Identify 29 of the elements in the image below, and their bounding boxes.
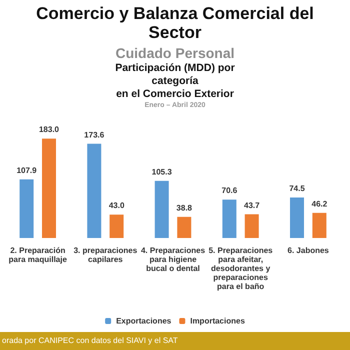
data-label: 43.7 (244, 200, 260, 210)
bar (20, 179, 34, 238)
bar (110, 214, 124, 238)
data-label: 107.9 (16, 166, 38, 175)
legend-label: Importaciones (190, 316, 246, 326)
data-label: 74.5 (289, 184, 306, 194)
chart-title: Comercio y Balanza Comercial del Sector (35, 4, 315, 42)
text: orada por CANIPEC con datos del SIAVI y el SAT (0, 332, 350, 350)
bar (312, 212, 326, 238)
x-tick-label: 6. Jabones (288, 246, 330, 255)
x-tick-label: 3. preparaciones capilares (74, 246, 138, 264)
bar (244, 214, 259, 238)
data-label: 70.6 (222, 186, 238, 196)
bar (290, 198, 304, 238)
data-label: 46.2 (312, 199, 328, 208)
x-tick-label: 5. Preparaciones para afeitar, desodorantes y preparaciones para el baño (208, 246, 274, 291)
data-label: 105.3 (152, 167, 172, 176)
bar (177, 216, 192, 238)
x-tick-label: 2. Preparación para maquillaje (8, 246, 68, 264)
bar (87, 144, 102, 238)
data-label: 183.0 (38, 125, 60, 134)
data-label: 173.6 (84, 130, 105, 140)
x-tick-label: 4. Preparaciones para higiene bucal o dental (140, 246, 206, 273)
bar (154, 180, 169, 238)
legend-label: Exportaciones (116, 316, 172, 326)
data-label: 43.0 (108, 201, 125, 210)
data-label: 38.8 (176, 203, 193, 212)
bar (42, 138, 56, 238)
bar (222, 200, 236, 238)
